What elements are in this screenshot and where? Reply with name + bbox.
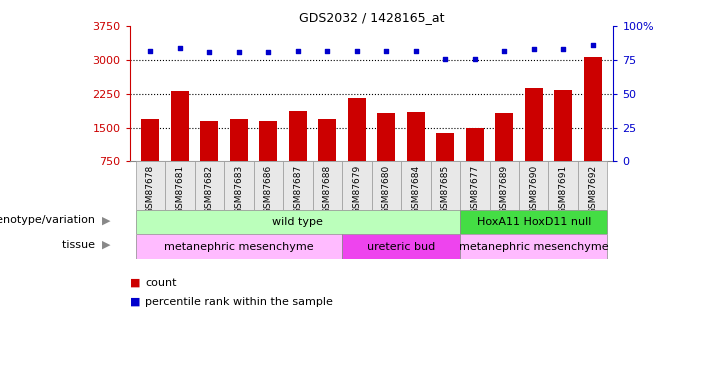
Text: GSM87686: GSM87686 [264, 165, 273, 214]
Bar [135, 161, 165, 210]
Bar [377, 113, 395, 161]
Bar [313, 161, 342, 210]
Text: GSM87682: GSM87682 [205, 165, 214, 214]
Text: ureteric bud: ureteric bud [367, 242, 435, 252]
Text: tissue: tissue [62, 240, 98, 250]
Text: GSM87680: GSM87680 [382, 165, 390, 214]
Text: wild type: wild type [273, 217, 323, 227]
Text: GSM87689: GSM87689 [500, 165, 509, 214]
Text: GSM87691: GSM87691 [559, 165, 568, 214]
Point [410, 48, 421, 54]
Text: ▶: ▶ [102, 215, 110, 225]
Bar [460, 161, 489, 210]
Bar [171, 91, 189, 161]
Bar [460, 210, 608, 234]
Text: ■: ■ [130, 297, 140, 307]
Point [233, 49, 245, 55]
Point [528, 46, 539, 52]
Text: GSM87688: GSM87688 [322, 165, 332, 214]
Bar [224, 161, 254, 210]
Point [263, 49, 274, 55]
Bar [496, 113, 513, 161]
Bar [519, 161, 548, 210]
Text: ▶: ▶ [102, 240, 110, 250]
Text: GSM87677: GSM87677 [470, 165, 479, 214]
Text: genotype/variation: genotype/variation [0, 215, 98, 225]
Bar [135, 234, 342, 259]
Text: percentile rank within the sample: percentile rank within the sample [145, 297, 333, 307]
Bar [254, 161, 283, 210]
Bar [466, 128, 484, 161]
Bar [289, 111, 306, 161]
Point [204, 49, 215, 55]
Text: metanephric mesenchyme: metanephric mesenchyme [459, 242, 608, 252]
Text: GSM87685: GSM87685 [441, 165, 450, 214]
Text: count: count [145, 278, 177, 288]
Text: HoxA11 HoxD11 null: HoxA11 HoxD11 null [477, 217, 591, 227]
Text: GSM87683: GSM87683 [234, 165, 243, 214]
Point [498, 48, 510, 54]
Bar [554, 90, 572, 161]
Bar [318, 119, 336, 161]
Text: GSM87678: GSM87678 [146, 165, 155, 214]
Text: GSM87684: GSM87684 [411, 165, 421, 214]
Title: GDS2032 / 1428165_at: GDS2032 / 1428165_at [299, 11, 444, 24]
Text: GSM87679: GSM87679 [353, 165, 361, 214]
Bar [230, 118, 247, 161]
Text: ■: ■ [130, 278, 140, 288]
Bar [165, 161, 195, 210]
Point [175, 45, 186, 51]
Bar [195, 161, 224, 210]
Bar [135, 210, 460, 234]
Bar [525, 88, 543, 161]
Point [351, 48, 362, 54]
Point [557, 46, 569, 52]
Bar [460, 234, 608, 259]
Point [322, 48, 333, 54]
Bar [342, 234, 460, 259]
Bar [548, 161, 578, 210]
Point [469, 56, 480, 62]
Point [381, 48, 392, 54]
Bar [430, 161, 460, 210]
Bar [407, 112, 425, 161]
Bar [584, 57, 601, 161]
Bar [342, 161, 372, 210]
Point [292, 48, 304, 54]
Point [440, 56, 451, 62]
Bar [259, 121, 277, 161]
Bar [348, 98, 366, 161]
Bar [142, 119, 159, 161]
Bar [372, 161, 401, 210]
Bar [489, 161, 519, 210]
Bar [578, 161, 608, 210]
Bar [437, 133, 454, 161]
Text: metanephric mesenchyme: metanephric mesenchyme [164, 242, 313, 252]
Text: GSM87681: GSM87681 [175, 165, 184, 214]
Text: GSM87687: GSM87687 [293, 165, 302, 214]
Point [587, 42, 599, 48]
Text: GSM87690: GSM87690 [529, 165, 538, 214]
Point [144, 48, 156, 54]
Bar [200, 121, 218, 161]
Bar [401, 161, 430, 210]
Bar [283, 161, 313, 210]
Text: GSM87692: GSM87692 [588, 165, 597, 214]
